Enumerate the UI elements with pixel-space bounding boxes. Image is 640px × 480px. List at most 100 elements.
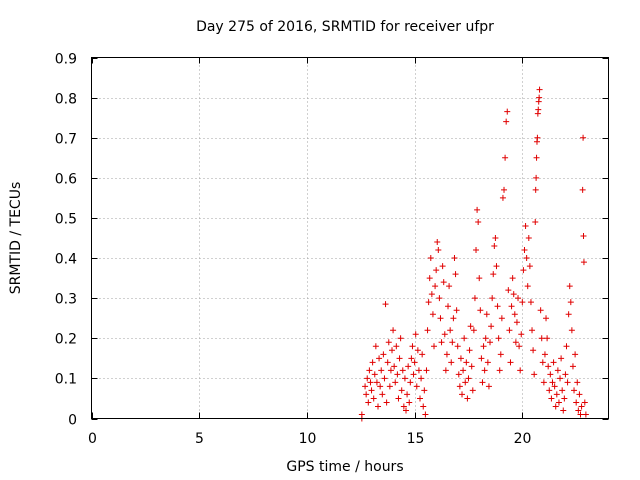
data-point	[480, 343, 487, 350]
data-point	[441, 331, 448, 338]
data-point	[420, 403, 427, 410]
data-point	[491, 243, 498, 250]
data-point	[438, 339, 445, 346]
data-point	[497, 351, 504, 358]
x-tick-label: 10	[299, 431, 317, 447]
data-point	[580, 259, 587, 266]
data-point	[400, 403, 407, 410]
data-point	[493, 263, 500, 270]
data-point	[533, 154, 540, 161]
data-point	[380, 351, 387, 358]
data-point	[464, 395, 471, 402]
data-point	[567, 299, 574, 306]
data-point	[432, 283, 439, 290]
data-point	[504, 108, 511, 115]
data-point	[522, 222, 529, 229]
data-point	[412, 331, 419, 338]
data-point	[425, 299, 432, 306]
data-point	[502, 154, 509, 161]
data-point	[450, 315, 457, 322]
data-point	[396, 355, 403, 362]
data-point	[510, 291, 517, 298]
data-point	[575, 407, 582, 414]
data-point	[384, 359, 391, 366]
data-point	[515, 295, 522, 302]
data-point	[568, 327, 575, 334]
data-point	[449, 339, 456, 346]
x-axis-label: GPS time / hours	[286, 459, 403, 475]
y-tick-label: 0.6	[55, 172, 77, 188]
y-tick-label: 0.5	[55, 212, 77, 228]
data-point	[443, 351, 450, 358]
data-point	[494, 303, 501, 310]
data-point	[417, 395, 424, 402]
y-tick-label: 0.8	[55, 92, 77, 108]
data-point	[578, 403, 585, 410]
data-point	[461, 335, 468, 342]
data-point	[557, 375, 564, 382]
data-point	[405, 363, 412, 370]
data-point	[363, 391, 370, 398]
data-point	[462, 379, 469, 386]
data-point	[460, 367, 467, 374]
data-point	[426, 275, 433, 282]
data-point	[501, 186, 508, 193]
data-point	[563, 343, 570, 350]
data-point	[368, 387, 375, 394]
data-point	[516, 343, 523, 350]
y-tick-label: 0.4	[55, 252, 77, 268]
data-point	[433, 267, 440, 274]
data-point	[558, 355, 565, 362]
data-point	[404, 391, 411, 398]
data-point	[478, 355, 485, 362]
data-point	[581, 399, 588, 406]
data-point	[437, 315, 444, 322]
x-tick-label: 0	[88, 431, 97, 447]
x-tick-label: 15	[407, 431, 425, 447]
data-point	[544, 335, 551, 342]
data-point	[393, 343, 400, 350]
data-point	[577, 411, 584, 418]
data-point	[362, 383, 369, 390]
data-point	[552, 403, 559, 410]
data-point	[475, 218, 482, 225]
data-point	[566, 283, 573, 290]
data-point	[457, 355, 464, 362]
data-point	[517, 367, 524, 374]
data-point	[419, 351, 426, 358]
data-point	[427, 255, 434, 262]
data-point	[406, 399, 413, 406]
data-point	[580, 134, 587, 141]
y-tick-label: 0.9	[55, 52, 77, 68]
data-point	[366, 367, 373, 374]
data-point	[465, 375, 472, 382]
data-point	[554, 367, 561, 374]
data-point	[561, 395, 568, 402]
data-point	[509, 275, 516, 282]
data-point	[390, 327, 397, 334]
data-point	[537, 307, 544, 314]
data-point	[579, 186, 586, 193]
data-point	[455, 371, 462, 378]
data-point	[451, 255, 458, 262]
data-point	[487, 339, 494, 346]
data-point	[540, 379, 547, 386]
data-point	[571, 387, 578, 394]
data-point	[463, 359, 470, 366]
data-point	[530, 347, 537, 354]
data-point	[466, 347, 473, 354]
data-point	[498, 315, 505, 322]
y-tick-label: 0.3	[55, 292, 77, 308]
data-point	[418, 375, 425, 382]
data-point	[477, 307, 484, 314]
data-point	[391, 363, 398, 370]
y-tick-label: 0	[68, 413, 77, 429]
data-point	[499, 194, 506, 201]
data-point	[496, 367, 503, 374]
data-point	[529, 327, 536, 334]
data-point	[485, 383, 492, 390]
data-point	[387, 367, 394, 374]
data-series	[358, 86, 589, 422]
data-point	[440, 279, 447, 286]
data-point	[489, 295, 496, 302]
